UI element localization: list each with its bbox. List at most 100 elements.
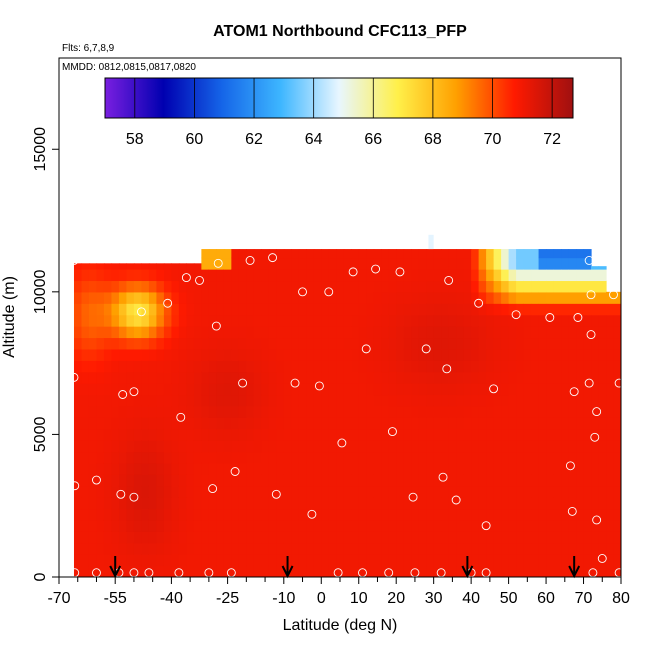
field-cell xyxy=(366,383,375,396)
field-cell xyxy=(471,508,480,521)
field-cell xyxy=(591,314,600,327)
field-cell xyxy=(336,554,345,567)
field-cell xyxy=(73,531,83,544)
field-cell xyxy=(351,417,360,430)
field-cell xyxy=(576,249,585,259)
field-cell xyxy=(523,257,532,270)
field-cell xyxy=(343,360,352,373)
sample-point xyxy=(268,253,278,263)
field-cell xyxy=(141,519,150,532)
field-cell xyxy=(118,508,128,521)
field-cell xyxy=(171,303,180,316)
field-cell xyxy=(396,257,405,270)
field-cell xyxy=(411,440,420,453)
field-cell xyxy=(546,348,555,361)
field-cell xyxy=(448,417,457,430)
field-cell xyxy=(546,337,555,350)
field-cell xyxy=(531,337,540,350)
field-cell xyxy=(178,462,187,475)
field-cell xyxy=(538,405,547,418)
field-cell xyxy=(133,371,143,384)
field-cell xyxy=(291,417,300,430)
field-cell xyxy=(118,269,128,282)
field-cell xyxy=(546,542,555,555)
field-cell xyxy=(553,337,562,350)
field-cell xyxy=(81,348,90,361)
field-cell xyxy=(328,451,337,464)
field-cell xyxy=(283,405,292,418)
field-cell xyxy=(193,291,202,304)
field-cell xyxy=(448,257,457,270)
field-cell xyxy=(261,280,270,293)
field-cell xyxy=(381,280,390,293)
field-cell xyxy=(418,371,427,384)
field-cell xyxy=(568,428,577,441)
field-cell xyxy=(583,565,592,577)
field-cell xyxy=(486,269,495,282)
field-cell xyxy=(448,440,457,453)
field-cell xyxy=(103,542,113,555)
field-cell xyxy=(523,314,532,327)
field-cell xyxy=(403,303,412,316)
field-cell xyxy=(291,326,300,339)
field-cell xyxy=(493,519,502,532)
field-cell xyxy=(441,428,450,441)
field-cell xyxy=(456,257,465,270)
field-cell xyxy=(343,428,352,441)
field-cell xyxy=(126,291,135,304)
field-cell xyxy=(321,554,330,567)
sample-point xyxy=(565,461,575,471)
field-cell xyxy=(441,337,450,350)
field-cell xyxy=(336,417,345,430)
field-cell xyxy=(381,337,390,350)
field-cell xyxy=(223,451,232,464)
field-cell xyxy=(501,508,510,521)
field-cell xyxy=(208,428,217,441)
field-cell xyxy=(163,485,172,498)
field-cell xyxy=(358,417,367,430)
field-cell xyxy=(583,360,592,373)
field-cell xyxy=(261,291,270,304)
field-cell xyxy=(336,303,345,316)
field-cell xyxy=(156,280,165,293)
field-cell xyxy=(598,269,607,282)
field-cell xyxy=(426,554,435,567)
field-cell xyxy=(163,314,172,327)
field-cell xyxy=(388,440,397,453)
field-cell xyxy=(171,474,180,487)
field-cell xyxy=(501,314,510,327)
sample-point xyxy=(245,256,255,265)
field-cell xyxy=(463,531,472,544)
field-cell xyxy=(583,303,592,316)
field-cell xyxy=(103,360,113,373)
field-cell xyxy=(546,394,555,407)
field-cell xyxy=(568,280,577,293)
field-cell xyxy=(598,474,607,487)
field-cell xyxy=(606,291,615,304)
field-cell xyxy=(156,497,165,510)
field-cell xyxy=(523,269,532,282)
field-cell xyxy=(171,269,180,282)
field-cell xyxy=(373,485,382,498)
field-cell xyxy=(178,428,187,441)
field-cell xyxy=(111,383,120,396)
field-cell xyxy=(133,314,143,327)
field-cell xyxy=(501,497,510,510)
field-cell xyxy=(373,269,382,282)
field-cell xyxy=(396,280,405,293)
field-cell xyxy=(411,417,420,430)
field-cell xyxy=(193,474,202,487)
field-cell xyxy=(396,405,405,418)
field-cell xyxy=(298,440,307,453)
field-cell xyxy=(471,519,480,532)
field-cell xyxy=(403,394,412,407)
field-cell xyxy=(321,474,330,487)
field-cell xyxy=(343,257,352,270)
field-cell xyxy=(238,326,247,339)
field-cell xyxy=(516,554,525,567)
field-cell xyxy=(231,531,240,544)
sample-point xyxy=(361,344,371,354)
field-cell xyxy=(88,474,98,487)
field-cell xyxy=(306,405,315,418)
field-cell xyxy=(403,531,412,544)
